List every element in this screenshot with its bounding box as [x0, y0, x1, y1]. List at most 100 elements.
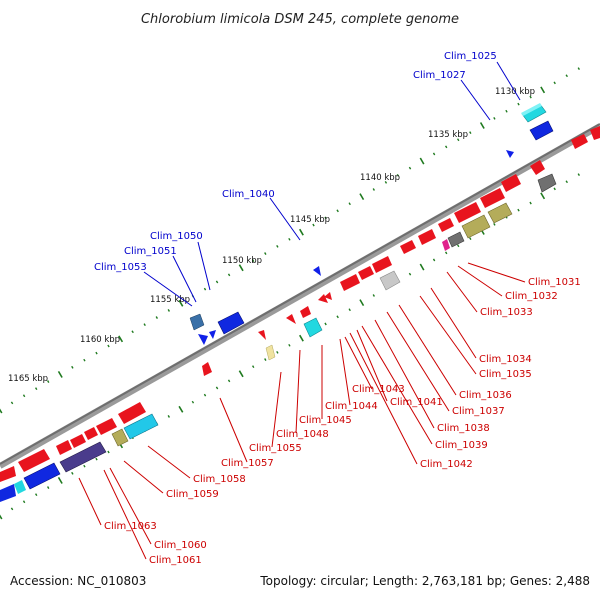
gene-clim-1053[interactable]: [209, 330, 216, 339]
plus-strand-genes: [189, 103, 554, 345]
ruler-tick: [288, 237, 291, 241]
leader-clim-1036: [398, 304, 457, 396]
gene-minus-k: [358, 266, 374, 280]
label-clim-1039[interactable]: Clim_1039: [435, 440, 488, 451]
label-clim-1037[interactable]: Clim_1037: [452, 406, 505, 417]
label-clim-1059[interactable]: Clim_1059: [166, 489, 219, 500]
gene-clim-1032[interactable]: [487, 202, 513, 224]
ruler-tick: [456, 138, 460, 142]
gene-clim-1035[interactable]: [442, 239, 450, 251]
inner-ruler-tick: [203, 393, 207, 397]
gene-clim-1057[interactable]: [123, 413, 159, 440]
leader-clim-1057: [219, 397, 248, 463]
tick-label-1145: 1145 kbp: [290, 215, 330, 225]
label-clim-1043[interactable]: Clim_1043: [352, 384, 405, 395]
label-clim-1044[interactable]: Clim_1044: [325, 401, 378, 412]
ruler-tick: [71, 365, 74, 369]
gene-clim-1060[interactable]: [59, 441, 107, 473]
label-clim-1025[interactable]: Clim_1025: [444, 51, 497, 62]
gene-clim-1061[interactable]: [23, 462, 61, 490]
gene-minus-w: [18, 449, 50, 472]
leader-clim-1055: [271, 371, 282, 448]
ruler-tick: [264, 252, 267, 255]
label-clim-1055[interactable]: Clim_1055: [249, 443, 302, 454]
ruler-tick: [408, 166, 412, 170]
ruler-tick: [83, 358, 86, 362]
label-clim-1058[interactable]: Clim_1058: [193, 474, 246, 485]
gene-clim-1048[interactable]: [265, 344, 276, 361]
label-clim-1045[interactable]: Clim_1045: [299, 415, 352, 426]
gene-minus-t: [84, 427, 98, 440]
gene-clim-1034[interactable]: [447, 231, 465, 248]
gene-clim-1045[interactable]: [303, 317, 323, 338]
ruler-tick: [324, 216, 327, 220]
gene-clim-1050[interactable]: [189, 313, 205, 331]
inner-ruler-tick: [227, 379, 231, 383]
gene-minus-g: [438, 218, 454, 232]
inner-ruler-tick: [46, 486, 50, 489]
gene-clim-1040[interactable]: [313, 266, 321, 276]
inner-ruler-tick: [577, 173, 581, 176]
gene-clim-1055[interactable]: [202, 362, 212, 376]
label-clim-1048[interactable]: Clim_1048: [276, 429, 329, 440]
label-clim-1041[interactable]: Clim_1041: [390, 397, 443, 408]
label-clim-1034[interactable]: Clim_1034: [479, 354, 532, 365]
inner-ruler-tick: [178, 405, 184, 413]
leader-clim-1048: [295, 349, 301, 434]
leader-clim-1031: [467, 262, 526, 283]
gene-clim-1031[interactable]: [537, 173, 557, 193]
leader-clim-1043: [344, 336, 373, 390]
gene-clim-1033[interactable]: [461, 214, 491, 239]
ruler-tick: [419, 157, 425, 165]
inner-ruler-tick: [0, 514, 3, 520]
inner-ruler-tick: [348, 308, 351, 312]
label-clim-1053[interactable]: Clim_1053: [94, 262, 147, 273]
ruler-tick: [565, 74, 568, 78]
ruler-tick: [95, 351, 98, 355]
gene-clim-1058[interactable]: [111, 428, 129, 447]
leader-clim-1051: [172, 255, 197, 303]
label-clim-1032[interactable]: Clim_1032: [505, 291, 558, 302]
genome-summary-text: Topology: circular; Length: 2,763,181 bp…: [259, 574, 590, 588]
label-clim-1038[interactable]: Clim_1038: [437, 423, 490, 434]
label-clim-1027[interactable]: Clim_1027: [413, 70, 466, 81]
label-clim-1063[interactable]: Clim_1063: [104, 521, 157, 532]
tick-label-1155: 1155 kbp: [150, 295, 190, 305]
label-clim-1031[interactable]: Clim_1031: [528, 277, 581, 288]
label-clim-1061[interactable]: Clim_1061: [149, 555, 202, 566]
label-clim-1033[interactable]: Clim_1033: [480, 307, 533, 318]
label-clim-1051[interactable]: Clim_1051: [124, 246, 177, 257]
gene-clim-1036[interactable]: [379, 270, 401, 291]
ruler-tick: [517, 102, 520, 106]
label-clim-1042[interactable]: Clim_1042: [420, 459, 473, 470]
inner-ruler-tick: [57, 476, 63, 484]
gene-clim-1051[interactable]: [217, 311, 245, 335]
ruler-tick: [432, 152, 436, 156]
ruler-tick: [22, 394, 26, 398]
gene-clim-1027[interactable]: [529, 120, 554, 141]
label-clim-1035[interactable]: Clim_1035: [479, 369, 532, 380]
ruler-tick: [46, 380, 50, 383]
leader-clim-1042: [349, 332, 418, 465]
inner-track-genes: [0, 173, 557, 502]
leader-clim-1059: [123, 460, 164, 494]
tick-label-1160: 1160 kbp: [80, 335, 120, 345]
label-clim-1050[interactable]: Clim_1050: [150, 231, 203, 242]
ruler-tick: [118, 335, 124, 343]
ruler-tick: [540, 86, 546, 94]
gene-minus-r: [118, 402, 146, 424]
label-clim-1040[interactable]: Clim_1040: [222, 189, 275, 200]
label-clim-1036[interactable]: Clim_1036: [459, 390, 512, 401]
leader-clim-1063: [78, 477, 102, 526]
ruler-tick: [299, 228, 304, 236]
label-clim-1060[interactable]: Clim_1060: [154, 540, 207, 551]
ruler-tick: [359, 193, 365, 201]
tick-label-1165: 1165 kbp: [8, 374, 48, 384]
inner-ruler-tick: [493, 223, 496, 226]
inner-ruler-tick: [432, 258, 436, 262]
ruler-tick: [444, 145, 448, 149]
label-clim-1057[interactable]: Clim_1057: [221, 458, 274, 469]
gene-clim-1063[interactable]: [14, 480, 26, 494]
